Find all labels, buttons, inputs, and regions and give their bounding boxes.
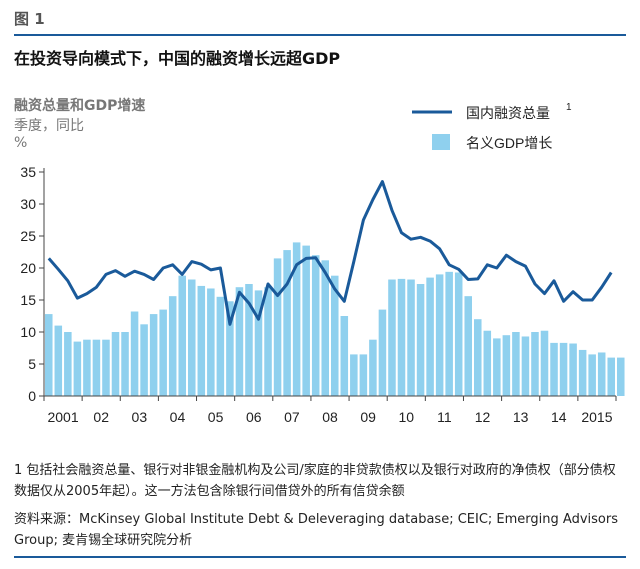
x-tick-label: 07 bbox=[284, 409, 300, 425]
gdp-bar bbox=[130, 311, 139, 396]
y-tick-label: 35 bbox=[20, 164, 36, 180]
gdp-bar bbox=[245, 284, 253, 396]
gdp-bar bbox=[512, 332, 520, 396]
gdp-bar bbox=[435, 274, 444, 396]
gdp-bar bbox=[45, 314, 53, 396]
gdp-bar bbox=[73, 341, 82, 396]
x-tick-label: 08 bbox=[322, 409, 338, 425]
y-tick-label: 20 bbox=[20, 260, 36, 276]
gdp-bar bbox=[226, 301, 234, 396]
legend-line-superscript: 1 bbox=[566, 102, 572, 113]
gdp-bar bbox=[388, 279, 396, 396]
x-tick-label: 06 bbox=[246, 409, 262, 425]
gdp-bar bbox=[531, 332, 539, 396]
x-tick-label: 09 bbox=[360, 409, 376, 425]
x-tick-label: 04 bbox=[170, 409, 186, 425]
gdp-bar bbox=[102, 339, 110, 396]
gdp-bar bbox=[254, 290, 263, 396]
gdp-bar bbox=[588, 354, 596, 396]
gdp-bar bbox=[493, 338, 501, 396]
legend-line-label: 国内融资总量 bbox=[466, 105, 550, 121]
gdp-bar bbox=[426, 277, 434, 396]
y-axis-unit: % bbox=[14, 135, 28, 151]
source-note: 资料来源：McKinsey Global Institute Debt & De… bbox=[14, 512, 618, 548]
gdp-bar bbox=[311, 255, 320, 396]
gdp-bar bbox=[331, 275, 339, 396]
gdp-bar bbox=[283, 250, 291, 396]
x-tick-label: 03 bbox=[132, 409, 148, 425]
gdp-bar bbox=[617, 357, 625, 396]
y-tick-label: 30 bbox=[20, 196, 36, 212]
x-tick-label: 2015 bbox=[581, 409, 612, 425]
gdp-bar bbox=[121, 332, 129, 396]
gdp-bar bbox=[474, 319, 482, 396]
gdp-bar bbox=[597, 352, 606, 396]
gdp-bar bbox=[111, 332, 120, 396]
gdp-bar bbox=[159, 309, 167, 396]
gdp-bar bbox=[578, 349, 587, 396]
gdp-bar bbox=[521, 336, 530, 396]
x-tick-label: 10 bbox=[398, 409, 414, 425]
gdp-bar bbox=[83, 339, 91, 396]
gdp-bar bbox=[359, 354, 368, 396]
gdp-bar bbox=[569, 343, 577, 396]
gdp-bar bbox=[149, 314, 158, 396]
legend-bar-label: 名义GDP增长 bbox=[466, 135, 552, 151]
gdp-bar bbox=[607, 357, 615, 396]
top-divider bbox=[14, 34, 626, 36]
gdp-bar bbox=[369, 339, 377, 396]
legend-bar-swatch bbox=[432, 134, 450, 150]
gdp-bar bbox=[264, 287, 272, 396]
y-tick-label: 10 bbox=[20, 324, 36, 340]
y-tick-label: 25 bbox=[20, 228, 36, 244]
bottom-divider bbox=[14, 556, 626, 558]
chart-subtitle-frequency: 季度，同比 bbox=[14, 118, 84, 134]
gdp-bar bbox=[464, 296, 472, 396]
footnote: 1 包括社会融资总量、银行对非银金融机构及公司/家庭的非贷款债权以及银行对政府的… bbox=[14, 463, 616, 499]
gdp-bar bbox=[397, 278, 406, 396]
gdp-bar bbox=[378, 309, 387, 396]
x-tick-label: 12 bbox=[475, 409, 491, 425]
gdp-bar bbox=[273, 258, 282, 396]
gdp-bar bbox=[168, 296, 177, 396]
gdp-bar bbox=[54, 325, 63, 396]
gdp-bar bbox=[540, 330, 549, 396]
gdp-bar bbox=[197, 285, 206, 396]
chart-subtitle-metric: 融资总量和GDP增速 bbox=[14, 98, 146, 114]
gdp-bar bbox=[235, 287, 244, 396]
x-tick-label: 2001 bbox=[47, 409, 78, 425]
figure-label: 图 1 bbox=[14, 10, 45, 28]
gdp-bar bbox=[188, 279, 196, 396]
gdp-bar bbox=[483, 330, 492, 396]
gdp-bar bbox=[454, 272, 463, 396]
gdp-bar bbox=[550, 342, 558, 396]
gdp-bar bbox=[350, 354, 358, 396]
gdp-bar bbox=[340, 316, 349, 396]
gdp-bar bbox=[407, 279, 415, 396]
chart-title: 在投资导向模式下，中国的融资增长远超GDP bbox=[14, 49, 341, 68]
x-tick-label: 13 bbox=[513, 409, 529, 425]
x-tick-label: 11 bbox=[437, 409, 452, 425]
y-tick-label: 0 bbox=[28, 388, 36, 404]
x-tick-label: 14 bbox=[551, 409, 567, 425]
financing-line bbox=[47, 180, 613, 326]
gdp-bar bbox=[302, 245, 310, 396]
gdp-bar bbox=[292, 242, 301, 396]
gdp-bar bbox=[216, 296, 225, 396]
y-tick-label: 15 bbox=[20, 292, 36, 308]
x-tick-label: 05 bbox=[208, 409, 224, 425]
gdp-bar bbox=[178, 275, 186, 396]
gdp-bar bbox=[502, 335, 511, 396]
y-tick-label: 5 bbox=[28, 356, 36, 372]
x-tick-label: 02 bbox=[93, 409, 109, 425]
gdp-bar bbox=[321, 260, 329, 396]
gdp-bar bbox=[140, 324, 148, 396]
gdp-bar bbox=[64, 332, 72, 396]
gdp-bar bbox=[92, 339, 101, 396]
gdp-bar bbox=[207, 288, 215, 396]
gdp-bar bbox=[559, 342, 568, 396]
gdp-bar bbox=[445, 271, 453, 396]
gdp-bar bbox=[416, 284, 425, 396]
